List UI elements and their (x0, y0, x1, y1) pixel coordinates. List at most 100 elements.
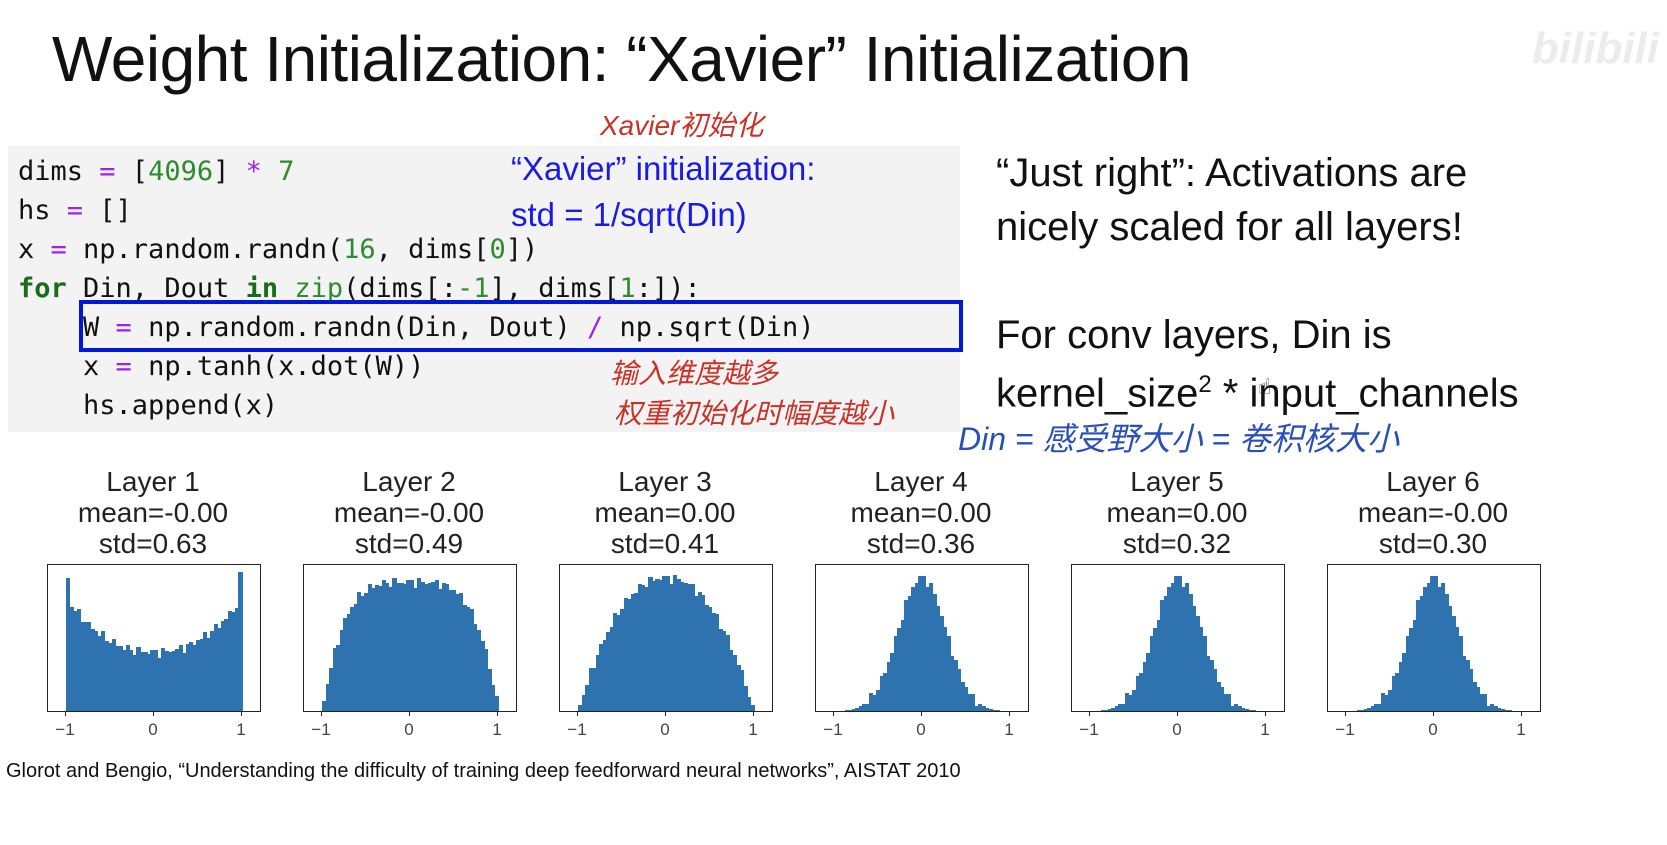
tick-mark (921, 711, 922, 716)
histogram-bar (1216, 682, 1221, 711)
histogram-bar (872, 695, 877, 711)
histogram-bar (1149, 635, 1154, 711)
histogram-bar (1448, 605, 1453, 711)
tick-label: −1 (1335, 720, 1355, 739)
histogram-bar (974, 705, 979, 711)
histogram-bar (234, 608, 240, 711)
tick-label: 1 (492, 720, 502, 739)
histogram-bar (1437, 586, 1442, 711)
histogram-bar (1441, 583, 1446, 711)
histogram-bar (146, 653, 152, 711)
histogram-bar (865, 703, 870, 711)
histogram-bar (168, 652, 173, 711)
hand-cursor-icon: ☝ (1258, 374, 1272, 399)
histogram-bar (196, 640, 201, 711)
histogram-bar (1451, 616, 1456, 711)
histogram-bar (367, 584, 372, 711)
histogram-bar (97, 636, 102, 711)
histogram-title: Layer 6 (1386, 466, 1480, 497)
histogram-bar (666, 576, 671, 711)
code-line: dims = [4096] * 7 (18, 156, 294, 188)
histogram-bar (1156, 619, 1161, 711)
histogram-title: Layer 2 (362, 466, 456, 497)
histogram-bar (1234, 704, 1239, 711)
histogram-bar (879, 675, 884, 711)
histogram-bar (957, 669, 962, 711)
tick-label: 1 (236, 720, 246, 739)
histogram-bar (585, 684, 590, 711)
histogram-bar (322, 701, 327, 711)
histogram-bar (1128, 695, 1133, 711)
histogram-bar (1472, 682, 1477, 711)
histogram-bar (434, 579, 439, 711)
histogram-bar (385, 582, 390, 711)
superscript-2: 2 (1198, 371, 1212, 398)
tick-mark (1089, 711, 1090, 716)
histogram-bar (950, 656, 955, 711)
code-line: x = np.random.randn(16, dims[0]) (18, 234, 538, 266)
handwritten-dim-note-2: 权重初始化时幅度越小 (614, 398, 895, 429)
histogram-bar (1423, 587, 1428, 711)
histogram-bar (890, 653, 895, 711)
histogram-bar (402, 583, 408, 711)
histogram-bar (381, 579, 386, 711)
histogram-bar (1125, 692, 1130, 711)
histogram-bar (339, 630, 344, 711)
histogram-bar (132, 654, 137, 711)
histogram-bar (364, 592, 369, 711)
histogram-bar (1195, 616, 1200, 711)
histogram-bar (217, 627, 222, 711)
histogram-bar (922, 576, 927, 711)
histogram-bar (627, 599, 632, 711)
histogram-bar (1167, 587, 1172, 711)
histogram-title: Layer 1 (106, 466, 200, 497)
histogram-bar (199, 639, 204, 711)
histogram-bar (227, 610, 233, 711)
histogram-bar (1192, 605, 1197, 711)
histogram-bar (1356, 710, 1361, 711)
code-token: -1 (456, 273, 490, 304)
tick-label: −1 (1079, 720, 1099, 739)
histogram-bar (487, 669, 492, 711)
histogram-bar (213, 623, 218, 711)
histogram-bar (851, 708, 856, 711)
histogram-bar (104, 640, 109, 711)
histogram-bar (953, 659, 958, 711)
histogram-bar (588, 668, 593, 711)
histogram-header: Layer 3 mean=0.00 std=0.41 (539, 466, 791, 559)
tick-mark (65, 711, 66, 716)
histogram-bar (122, 649, 127, 711)
histogram-bar (357, 591, 362, 711)
tick-label: 1 (1260, 720, 1270, 739)
histogram-bar (718, 628, 723, 711)
right-text-line4: kernel_size2 * input_channels (996, 360, 1519, 418)
histogram-bar (1107, 708, 1112, 711)
histogram-bar (231, 612, 236, 711)
histogram-mean: mean=0.00 (594, 497, 736, 528)
histogram-bar (374, 584, 379, 711)
histogram-bar (943, 626, 948, 711)
histogram-bar (150, 650, 155, 711)
histogram-std: std=0.41 (610, 528, 720, 559)
histogram-bar (658, 580, 664, 711)
histogram-plot (815, 564, 1029, 712)
histogram-mean: mean=-0.00 (1357, 497, 1509, 528)
histogram-bar (964, 686, 969, 711)
histogram-bar (876, 689, 881, 711)
histogram-bar (862, 704, 867, 711)
histogram-bar (858, 706, 863, 711)
histogram-bar (932, 594, 937, 711)
histogram-title: Layer 5 (1130, 466, 1224, 497)
histogram-bar (655, 579, 660, 711)
histogram-bar (680, 582, 685, 711)
histogram-bar (1220, 686, 1225, 711)
histogram-bar (325, 684, 330, 711)
tick-mark (1177, 711, 1178, 716)
code-block (8, 146, 960, 432)
histogram-bar (1402, 653, 1407, 711)
histogram-bar (332, 647, 337, 711)
histogram-bar (1476, 686, 1481, 711)
tick-label: 0 (1172, 720, 1182, 739)
histogram-bar (1490, 704, 1495, 711)
histogram-bar (455, 593, 460, 711)
